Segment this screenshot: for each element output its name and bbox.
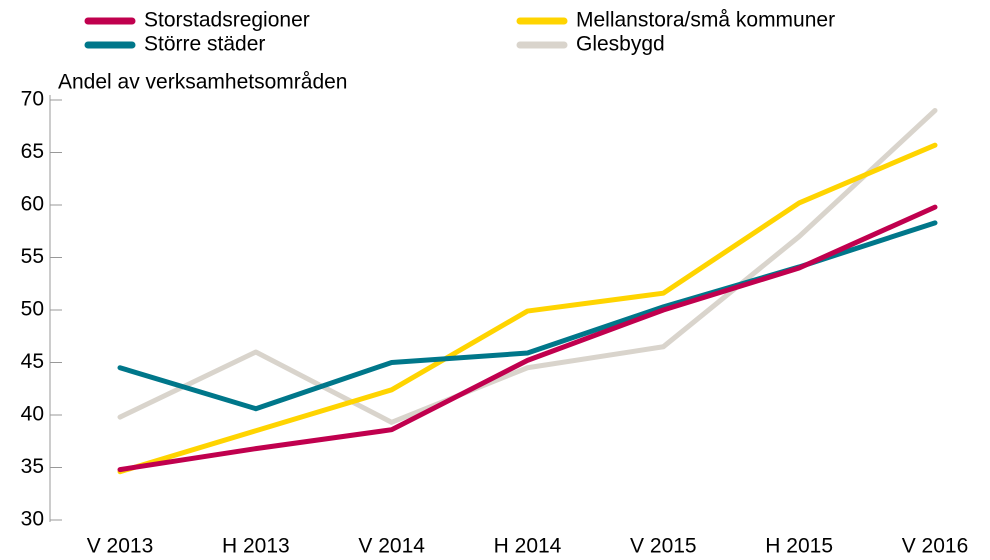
y-tick-label: 30 [21, 508, 44, 531]
x-tick-label: H 2015 [765, 535, 833, 558]
x-tick-label: H 2014 [494, 535, 562, 558]
legend-label: Storstadsregioner [144, 9, 310, 32]
x-tick-label: V 2015 [630, 535, 697, 558]
legend-label: Större städer [144, 33, 265, 56]
series-line [117, 220, 938, 412]
y-tick-label: 65 [21, 140, 44, 163]
x-tick-label: H 2013 [222, 535, 290, 558]
y-axis-label: Andel av verksamhetsområden [58, 71, 347, 94]
x-tick-label: V 2014 [358, 535, 425, 558]
series-line [117, 108, 938, 425]
series-line [117, 142, 938, 475]
y-tick-label: 70 [21, 88, 44, 111]
x-tick-label: V 2013 [87, 535, 154, 558]
legend-label: Glesbygd [576, 33, 665, 56]
x-tick-label: V 2016 [902, 535, 969, 558]
y-tick-label: 45 [21, 350, 44, 373]
y-tick-label: 55 [21, 245, 44, 268]
y-tick-label: 50 [21, 298, 44, 321]
y-tick-label: 60 [21, 193, 44, 216]
y-tick-label: 40 [21, 403, 44, 426]
y-tick-label: 35 [21, 455, 44, 478]
legend-label: Mellanstora/små kommuner [576, 9, 835, 32]
series-line [117, 204, 938, 473]
